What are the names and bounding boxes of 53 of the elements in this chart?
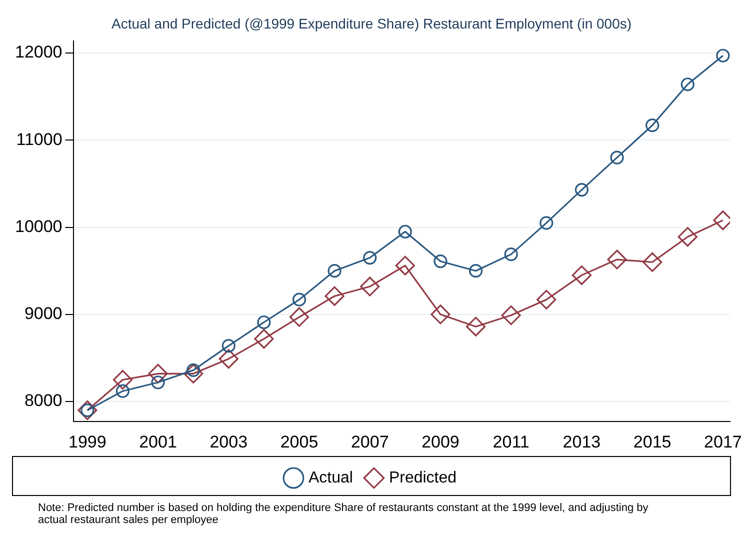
x-tick-label: 2013	[562, 432, 601, 452]
x-tick-label: 2003	[210, 432, 248, 452]
point	[540, 216, 554, 230]
point	[716, 48, 730, 62]
point	[289, 307, 310, 327]
point	[112, 370, 133, 390]
point	[222, 338, 236, 353]
point	[501, 305, 521, 326]
y-tick-label: 10000	[14, 216, 62, 236]
point	[398, 224, 412, 238]
point	[324, 286, 344, 306]
x-tick-label: 2011	[492, 432, 530, 452]
point	[466, 316, 486, 336]
point	[430, 304, 450, 324]
x-tick-label: 2017	[704, 432, 742, 452]
x-tick-label: 2005	[280, 432, 318, 452]
point	[468, 264, 483, 278]
x-tick-label: 2009	[422, 432, 460, 452]
point	[218, 349, 238, 369]
point	[646, 118, 660, 132]
text: Note: Predicted number is based on holding the expenditure Share of restaurants constant at the 1999 level, and adjusting by actual restaurant sales per employee	[37, 501, 650, 526]
point	[116, 384, 130, 398]
x-tick-label: 2015	[633, 432, 672, 452]
point	[536, 290, 556, 310]
point	[607, 250, 627, 270]
point	[678, 227, 698, 247]
y-tick-label: 11000	[16, 130, 62, 149]
legend-label: Predicted	[388, 469, 457, 486]
point	[360, 276, 380, 296]
x-tick-label: 1999	[68, 432, 106, 452]
point	[184, 364, 204, 384]
point	[395, 256, 415, 276]
point	[254, 329, 274, 349]
point	[680, 78, 694, 92]
point	[151, 376, 165, 390]
x-tick-label: 2007	[350, 432, 389, 452]
point	[572, 265, 592, 286]
point	[148, 364, 168, 384]
chart-title: Actual and Predicted (@1999 Expenditure Share) Restaurant Employment (in 000s)	[111, 15, 632, 32]
y-tick-label: 9000	[24, 304, 62, 324]
legend-label: Actual	[308, 469, 353, 486]
point	[363, 250, 377, 265]
point	[434, 254, 448, 268]
y-tick-label: 8000	[24, 391, 62, 410]
point	[504, 247, 518, 262]
point	[574, 183, 589, 197]
point	[292, 292, 306, 306]
point	[642, 252, 662, 272]
x-tick-label: 2001	[139, 432, 177, 452]
point	[328, 264, 342, 278]
point	[257, 315, 271, 330]
y-tick-label: 12000	[14, 42, 62, 62]
point	[610, 150, 624, 164]
